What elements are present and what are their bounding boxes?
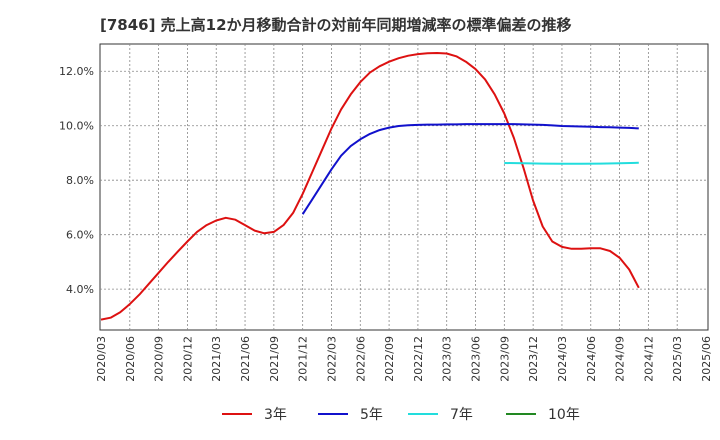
- y-tick-label: 4.0%: [66, 283, 94, 296]
- x-tick-label: 2020/06: [124, 336, 137, 382]
- x-axis: 2020/03 2020/06 2020/09 2020/12 2021/03 2021/…: [95, 336, 713, 382]
- x-tick-label: 2021/09: [268, 336, 281, 382]
- x-tick-label: 2023/03: [441, 336, 454, 382]
- y-axis: 4.0% 6.0% 8.0% 10.0% 12.0%: [59, 65, 94, 296]
- x-tick-label: 2021/03: [210, 336, 223, 382]
- x-tick-label: 2024/03: [556, 336, 569, 382]
- x-tick-label: 2022/03: [325, 336, 338, 382]
- x-tick-label: 2023/09: [498, 336, 511, 382]
- legend-label: 5年: [360, 407, 383, 423]
- x-tick-label: 2020/09: [153, 336, 166, 382]
- x-tick-label: 2023/06: [470, 336, 483, 382]
- x-tick-label: 2022/09: [383, 336, 396, 382]
- legend: 3年 5年 7年 10年: [222, 407, 580, 423]
- y-tick-label: 10.0%: [59, 120, 94, 133]
- series-line-7年: [504, 161, 639, 165]
- x-tick-label: 2025/03: [671, 336, 684, 382]
- y-tick-label: 12.0%: [59, 65, 94, 78]
- series-line-3年: [100, 52, 640, 321]
- legend-label: 3年: [264, 407, 287, 423]
- legend-label: 7年: [450, 407, 473, 423]
- x-tick-label: 2023/12: [527, 336, 540, 382]
- x-tick-label: 2022/12: [412, 336, 425, 382]
- x-tick-label: 2024/09: [614, 336, 627, 382]
- x-tick-label: 2024/06: [585, 336, 598, 382]
- series-layer: [100, 52, 640, 321]
- x-tick-label: 2021/06: [239, 336, 252, 382]
- series-line-5年: [301, 123, 639, 215]
- x-tick-label: 2020/12: [181, 336, 194, 382]
- x-tick-label: 2021/12: [297, 336, 310, 382]
- x-tick-label: 2022/06: [354, 336, 367, 382]
- legend-label: 10年: [548, 407, 580, 423]
- y-tick-label: 8.0%: [66, 174, 94, 187]
- x-tick-label: 2020/03: [95, 336, 108, 382]
- x-tick-label: 2024/12: [642, 336, 655, 382]
- plot-area: [99, 43, 709, 331]
- y-tick-label: 6.0%: [66, 229, 94, 242]
- x-tick-label: 2025/06: [700, 336, 713, 382]
- chart-title: [7846] 売上高12か月移動合計の対前年同期増減率の標準偏差の推移: [100, 16, 572, 34]
